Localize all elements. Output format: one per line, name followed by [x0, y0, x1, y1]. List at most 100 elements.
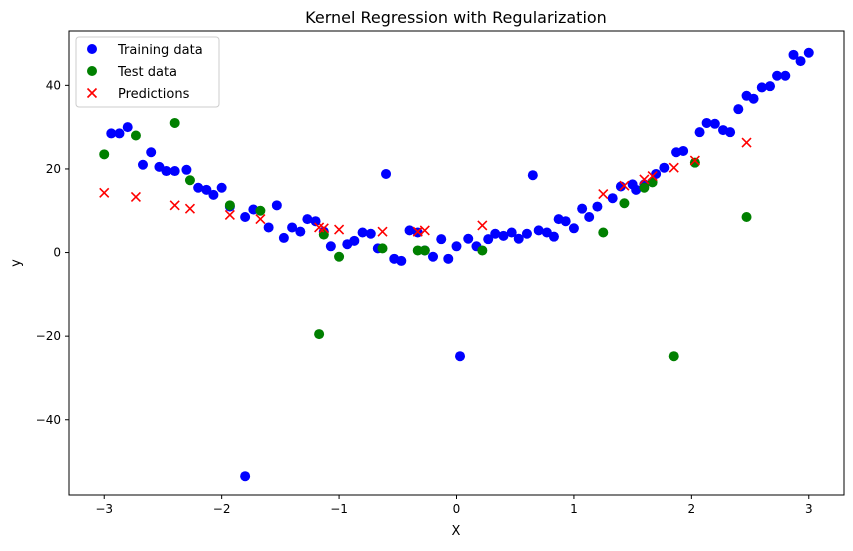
prediction-marker	[184, 203, 196, 214]
x-tick-label: 2	[688, 502, 696, 516]
series-training-data	[106, 47, 814, 482]
legend-marker	[87, 66, 97, 76]
test-point	[689, 157, 700, 168]
x-tick-label: −3	[95, 502, 113, 516]
training-point	[404, 225, 415, 236]
test-point	[477, 245, 488, 256]
training-point	[584, 212, 595, 223]
training-point	[506, 227, 517, 238]
training-point	[114, 128, 125, 139]
y-tick-label: −20	[36, 329, 61, 343]
prediction-marker	[377, 226, 388, 237]
training-point	[490, 228, 501, 239]
training-point	[106, 128, 117, 139]
training-point	[701, 117, 712, 128]
y-tick-label: −40	[36, 413, 61, 427]
prediction-marker	[639, 174, 650, 185]
training-point	[756, 82, 767, 93]
training-point	[287, 222, 298, 233]
training-point	[310, 216, 321, 227]
training-point	[780, 70, 791, 81]
prediction-marker	[255, 214, 266, 225]
prediction-marker	[477, 220, 488, 231]
training-point	[527, 170, 538, 181]
training-point	[381, 168, 392, 179]
training-point	[521, 228, 532, 239]
legend-label: Training data	[117, 43, 203, 58]
training-point	[577, 203, 588, 214]
training-point	[302, 214, 313, 225]
training-point	[240, 471, 251, 482]
training-point	[772, 70, 783, 81]
prediction-marker	[647, 170, 658, 182]
legend: Training data Test data Predictions	[75, 36, 220, 108]
training-point	[201, 184, 212, 195]
training-point	[208, 189, 219, 200]
training-point	[278, 232, 289, 243]
training-point	[365, 228, 376, 239]
test-point	[99, 149, 110, 160]
test-point	[598, 227, 609, 238]
prediction-marker	[619, 180, 630, 191]
prediction-marker	[668, 162, 679, 173]
training-point	[765, 81, 776, 92]
chart-title: Kernel Regression with Regularization	[305, 8, 607, 27]
training-point	[568, 223, 579, 234]
training-point	[295, 226, 306, 237]
training-point	[483, 234, 494, 245]
x-axis-label: X	[452, 524, 461, 539]
prediction-marker	[334, 224, 345, 235]
x-tick-label: −1	[330, 502, 348, 516]
training-point	[325, 241, 336, 252]
prediction-marker	[224, 209, 235, 220]
test-point	[334, 251, 345, 262]
training-point	[659, 162, 670, 173]
training-point	[548, 231, 559, 242]
prediction-marker	[689, 155, 700, 166]
x-tick-label: 1	[570, 502, 578, 516]
y-tick-label: 40	[46, 78, 61, 92]
training-point	[349, 235, 360, 246]
training-point	[169, 166, 180, 177]
training-point	[396, 255, 407, 266]
series-test-data	[99, 117, 752, 362]
training-point	[451, 241, 462, 252]
training-point	[455, 351, 466, 362]
y-tick-label: 20	[46, 162, 61, 176]
test-point	[619, 198, 630, 209]
legend-item: Training data	[87, 43, 203, 58]
training-point	[443, 253, 454, 264]
x-tick-label: 3	[805, 502, 813, 516]
test-point	[647, 177, 658, 188]
training-point	[788, 49, 799, 60]
test-point	[377, 243, 388, 254]
test-point	[412, 245, 423, 256]
legend-marker	[87, 44, 97, 54]
training-point	[240, 212, 251, 223]
prediction-marker	[598, 188, 609, 200]
prediction-marker	[130, 191, 141, 203]
test-point	[224, 200, 235, 211]
training-point	[428, 251, 439, 262]
training-point	[216, 182, 227, 193]
training-point	[357, 227, 368, 238]
prediction-marker	[318, 223, 329, 234]
training-point	[498, 230, 509, 241]
training-point	[122, 122, 133, 133]
training-point	[263, 222, 274, 233]
data-marks	[99, 47, 814, 482]
series-predictions	[99, 137, 752, 237]
legend-marker	[86, 87, 98, 99]
test-point	[668, 351, 679, 362]
training-point	[748, 93, 759, 104]
y-tick-label: 0	[53, 246, 61, 260]
y-axis-label: y	[9, 259, 24, 267]
training-point	[436, 234, 447, 245]
training-point	[146, 147, 157, 158]
test-point	[184, 175, 195, 186]
prediction-marker	[419, 225, 430, 236]
training-point	[181, 164, 192, 175]
y-axis: −40 −20 0 20 40	[36, 78, 69, 427]
